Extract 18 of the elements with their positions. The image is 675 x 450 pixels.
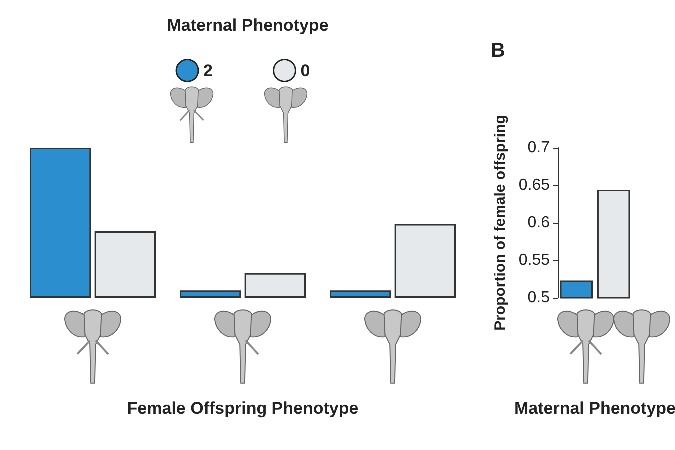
y-tick-label: 0.7: [528, 140, 550, 156]
legend-label: 2: [204, 61, 214, 80]
chart-title: B: [491, 40, 506, 62]
y-tick-label: 0.6: [528, 214, 550, 232]
bar: [30, 148, 92, 298]
bar: [330, 290, 392, 298]
x-axis-title: Female Offspring Phenotype: [127, 399, 359, 418]
bar: [94, 232, 156, 298]
bar: [180, 290, 242, 298]
y-tick-label: 0.55: [518, 252, 550, 269]
y-tick-label: 0.65: [518, 177, 550, 194]
y-axis-title: Proportion of female offspring: [492, 115, 509, 331]
y-tick-label: 0.5: [528, 290, 550, 306]
legend-label: 0: [300, 61, 310, 80]
bar: [244, 273, 306, 298]
x-axis-title: Maternal Phenotype: [514, 399, 675, 418]
legend-title: Maternal Phenotype: [167, 16, 329, 35]
bar: [394, 224, 456, 298]
